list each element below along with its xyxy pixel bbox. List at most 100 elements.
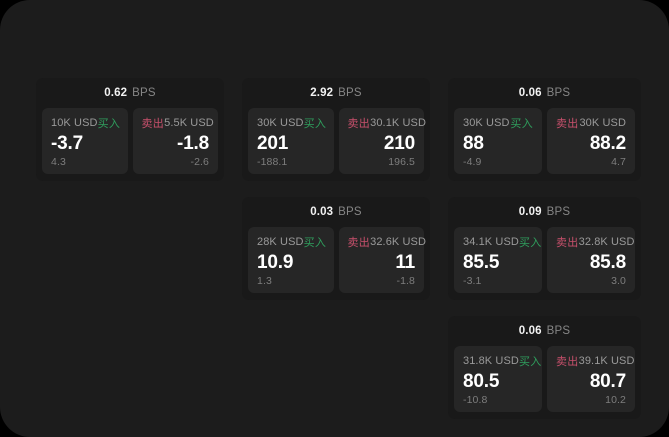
card-sides: 28K USD 买入 10.9 1.3 卖出 32.6K USD 11 -1.8 xyxy=(248,227,426,293)
buy-header-row: 10K USD 买入 xyxy=(51,116,121,130)
buy-quantity-label: 10K USD xyxy=(51,116,98,129)
sell-header-row: 卖出 30K USD xyxy=(556,116,626,130)
sell-price-value: 85.8 xyxy=(589,251,626,273)
buy-panel[interactable]: 30K USD 买入 201 -188.1 xyxy=(248,108,334,174)
bps-value: 0.06 xyxy=(518,325,542,338)
buy-side-tag: 买入 xyxy=(510,117,533,130)
buy-quantity-label: 31.8K USD xyxy=(463,354,519,367)
card-bps-header: 0.06 BPS xyxy=(454,322,635,342)
bps-value: 0.03 xyxy=(310,206,334,219)
bps-unit-label: BPS xyxy=(546,87,571,100)
buy-delta-value: -3.1 xyxy=(463,274,482,287)
card-sides: 30K USD 买入 88 -4.9 卖出 30K USD 88.2 4.7 xyxy=(454,108,635,174)
sell-panel[interactable]: 卖出 30K USD 88.2 4.7 xyxy=(547,108,635,174)
sell-side-tag: 卖出 xyxy=(556,117,579,130)
buy-delta-value: 4.3 xyxy=(51,155,66,168)
sell-panel[interactable]: 卖出 30.1K USD 210 196.5 xyxy=(338,108,426,174)
card-sides: 30K USD 买入 201 -188.1 卖出 30.1K USD 210 196.5 xyxy=(248,108,426,174)
sell-quantity-label: 30.1K USD xyxy=(370,116,427,129)
buy-header-row: 34.1K USD 买入 xyxy=(463,235,541,249)
quote-card-grid: 0.62 BPS 10K USD 买入 -3.7 4.3 卖出 5.5K USD -1.8 -2.… xyxy=(36,78,641,419)
quote-column: 0.62 BPS 10K USD 买入 -3.7 4.3 卖出 5.5K USD -1.8 -2.… xyxy=(36,78,224,419)
bps-unit-label: BPS xyxy=(546,206,571,219)
bps-value: 0.06 xyxy=(518,87,542,100)
quote-card[interactable]: 0.09 BPS 34.1K USD 买入 85.5 -3.1 卖出 32.8K USD 85.… xyxy=(448,197,641,300)
bps-value: 0.62 xyxy=(104,87,128,100)
buy-panel[interactable]: 10K USD 买入 -3.7 4.3 xyxy=(42,108,128,174)
buy-price-value: 88 xyxy=(463,132,484,154)
buy-price-value: 80.5 xyxy=(463,370,500,392)
sell-quantity-label: 5.5K USD xyxy=(164,116,214,129)
bps-unit-label: BPS xyxy=(132,87,156,100)
quote-column: 2.92 BPS 30K USD 买入 201 -188.1 卖出 30.1K USD 210 1… xyxy=(242,78,430,419)
sell-price-value: 80.7 xyxy=(589,370,626,392)
card-bps-header: 0.62 BPS xyxy=(42,84,218,104)
card-bps-header: 0.09 BPS xyxy=(454,203,635,223)
sell-header-row: 卖出 39.1K USD xyxy=(556,354,634,368)
card-bps-header: 0.03 BPS xyxy=(248,203,424,223)
sell-side-tag: 卖出 xyxy=(347,117,371,130)
quote-card[interactable]: 2.92 BPS 30K USD 买入 201 -188.1 卖出 30.1K USD 210 1… xyxy=(242,78,430,181)
buy-header-row: 31.8K USD 买入 xyxy=(463,354,541,368)
buy-delta-value: -4.9 xyxy=(463,155,482,168)
buy-delta-value: 1.3 xyxy=(257,274,272,287)
sell-price-value: 88.2 xyxy=(589,132,626,154)
card-bps-header: 0.06 BPS xyxy=(454,84,635,104)
buy-side-tag: 买入 xyxy=(97,117,121,130)
sell-quantity-label: 30K USD xyxy=(579,116,626,129)
sell-header-row: 卖出 32.6K USD xyxy=(347,235,426,249)
buy-price-value: 85.5 xyxy=(463,251,500,273)
buy-panel[interactable]: 34.1K USD 买入 85.5 -3.1 xyxy=(454,227,542,293)
sell-quantity-label: 39.1K USD xyxy=(578,354,635,367)
buy-header-row: 28K USD 买入 xyxy=(257,235,327,249)
quote-column: 0.06 BPS 30K USD 买入 88 -4.9 卖出 30K USD 88.2 4.7 0.… xyxy=(448,78,641,419)
sell-quantity-label: 32.8K USD xyxy=(578,235,635,248)
sell-header-row: 卖出 5.5K USD xyxy=(141,116,214,130)
sell-delta-value: 4.7 xyxy=(611,155,626,168)
buy-price-value: -3.7 xyxy=(51,132,83,154)
buy-header-row: 30K USD 买入 xyxy=(463,116,533,130)
sell-header-row: 卖出 30.1K USD xyxy=(347,116,426,130)
sell-delta-value: -2.6 xyxy=(190,155,209,168)
bps-unit-label: BPS xyxy=(338,206,362,219)
sell-side-tag: 卖出 xyxy=(556,355,579,368)
bps-unit-label: BPS xyxy=(338,87,362,100)
card-sides: 34.1K USD 买入 85.5 -3.1 卖出 32.8K USD 85.8 3.0 xyxy=(454,227,635,293)
buy-panel[interactable]: 31.8K USD 买入 80.5 -10.8 xyxy=(454,346,542,412)
sell-side-tag: 卖出 xyxy=(141,117,165,130)
sell-panel[interactable]: 卖出 32.8K USD 85.8 3.0 xyxy=(547,227,635,293)
sell-delta-value: 3.0 xyxy=(611,274,626,287)
buy-quantity-label: 30K USD xyxy=(463,116,510,129)
buy-side-tag: 买入 xyxy=(518,355,542,368)
sell-delta-value: -1.8 xyxy=(396,274,415,287)
sell-price-value: -1.8 xyxy=(177,132,209,154)
sell-panel[interactable]: 卖出 5.5K USD -1.8 -2.6 xyxy=(132,108,218,174)
buy-delta-value: -10.8 xyxy=(463,393,488,406)
buy-price-value: 201 xyxy=(257,132,289,154)
sell-panel[interactable]: 卖出 32.6K USD 11 -1.8 xyxy=(338,227,426,293)
buy-side-tag: 买入 xyxy=(303,236,327,249)
buy-price-value: 10.9 xyxy=(257,251,294,273)
quote-card[interactable]: 0.06 BPS 31.8K USD 买入 80.5 -10.8 卖出 39.1K USD 80… xyxy=(448,316,641,419)
buy-delta-value: -188.1 xyxy=(257,155,288,168)
buy-side-tag: 买入 xyxy=(518,236,542,249)
sell-delta-value: 10.2 xyxy=(605,393,626,406)
quote-card[interactable]: 0.03 BPS 28K USD 买入 10.9 1.3 卖出 32.6K USD 11 -1.8 xyxy=(242,197,430,300)
buy-quantity-label: 30K USD xyxy=(257,116,304,129)
sell-side-tag: 卖出 xyxy=(556,236,579,249)
card-sides: 31.8K USD 买入 80.5 -10.8 卖出 39.1K USD 80.7 10.2 xyxy=(454,346,635,412)
sell-side-tag: 卖出 xyxy=(347,236,371,249)
buy-panel[interactable]: 30K USD 买入 88 -4.9 xyxy=(454,108,542,174)
quote-card[interactable]: 0.62 BPS 10K USD 买入 -3.7 4.3 卖出 5.5K USD -1.8 -2.… xyxy=(36,78,224,181)
sell-quantity-label: 32.6K USD xyxy=(370,235,427,248)
sell-header-row: 卖出 32.8K USD xyxy=(556,235,634,249)
quote-card[interactable]: 0.06 BPS 30K USD 买入 88 -4.9 卖出 30K USD 88.2 4.7 xyxy=(448,78,641,181)
buy-header-row: 30K USD 买入 xyxy=(257,116,326,130)
bps-value: 2.92 xyxy=(310,87,334,100)
sell-delta-value: 196.5 xyxy=(388,155,415,168)
card-bps-header: 2.92 BPS xyxy=(248,84,424,104)
sell-panel[interactable]: 卖出 39.1K USD 80.7 10.2 xyxy=(547,346,635,412)
buy-panel[interactable]: 28K USD 买入 10.9 1.3 xyxy=(248,227,334,293)
buy-quantity-label: 28K USD xyxy=(257,235,304,248)
